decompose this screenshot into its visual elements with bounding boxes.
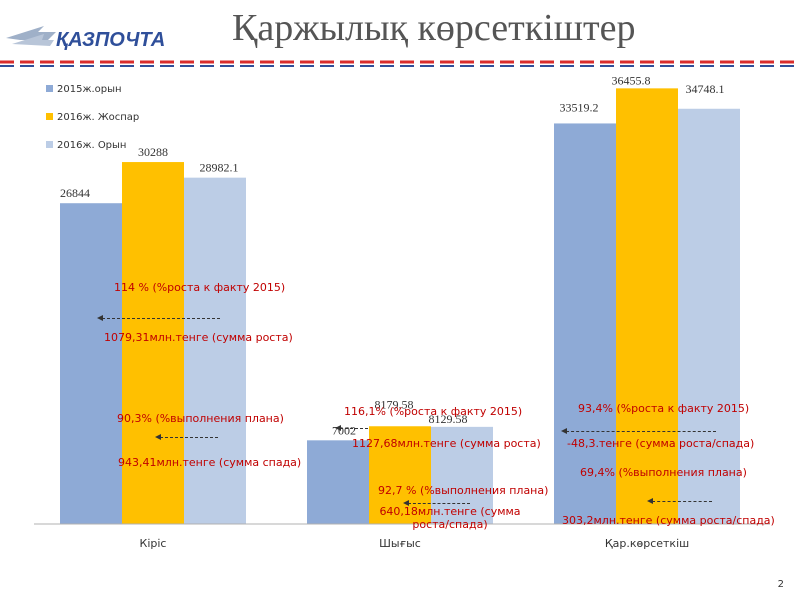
data-label-3-3: 34748.1 [686,82,725,96]
legend-swatch-1 [46,85,53,92]
annotation-income-growth-sum: 1079,31млн.тенге (сумма роста) [104,331,293,344]
legend-label-1: 2015ж.орын [57,84,122,95]
annotation-income-decline-sum: 943,41млн.тенге (сумма спада) [118,456,302,469]
bar-1-3 [554,123,616,524]
bar-2-1 [122,162,184,524]
logo-wordmark: ҚАЗПОЧТА [56,29,165,51]
annotation-expense-plan-pct: 92,7 % (%выполнения плана) [378,484,549,497]
annotation-arrow-4 [403,500,470,506]
kazpost-logo: ҚАЗПОЧТА [4,18,194,54]
data-label-2-3: 36455.8 [612,73,651,87]
bar-2-2 [369,426,431,524]
legend-swatch-2 [46,113,53,120]
legend-label-3: 2016ж. Орын [57,140,126,151]
page-title: Қаржылық көрсеткіштер [232,7,636,49]
annotation-arrow-3 [335,425,368,431]
x-tick-label-2: Шығыс [379,537,421,550]
data-label-1-3: 33519.2 [560,100,599,114]
data-label-3-2: 8129.58 [429,412,468,426]
annotation-profit-change-sum: -48,3.тенге (сумма роста/спада) [567,437,755,450]
bar-3-2 [431,426,493,524]
annotation-expense-growth-sum: 1127,68млн.тенге (сумма роста) [352,437,541,450]
annotation-expense-growth-pct: 116,1% (%роста к факту 2015) [344,405,523,418]
annotation-arrow-1 [97,315,220,321]
bars-layer [60,88,740,525]
bar-1-1 [60,203,122,524]
annotation-arrow-5 [561,428,716,434]
annotation-income-growth-pct: 114 % (%роста к факту 2015) [114,281,286,294]
data-labels-layer: 268443028828982.170028179.588129.5833519… [60,73,725,437]
annotation-profit-change-sum-2: 303,2млн.тенге (сумма роста/спада) [562,514,775,527]
annotation-expense-change-sum: 640,18млн.тенге (сумма роста/спада) [379,505,521,531]
legend: 2015ж.орын 2016ж. Жоспар 2016ж. Орын [46,84,139,151]
bar-3-3 [678,108,740,525]
bar-1-2 [307,440,369,524]
bar-3-1 [184,177,246,524]
data-label-2-2: 8179.58 [375,397,414,411]
header-stripe [0,60,798,67]
annotation-income-plan-pct: 90,3% (%выполнения плана) [117,412,284,425]
data-label-2-1: 30288 [138,145,168,159]
annotation-arrow-6 [647,498,712,504]
x-tick-labels: Кіріс Шығыс Қар.көрсеткіш [140,537,690,550]
page-number: 2 [777,579,784,590]
x-tick-label-1: Кіріс [140,537,167,550]
bar-2-3 [616,88,678,525]
legend-label-2: 2016ж. Жоспар [57,112,139,123]
kazpost-logo-mark: ҚАЗПОЧТА [6,26,165,51]
x-tick-label-3: Қар.көрсеткіш [605,537,689,550]
data-label-1-1: 26844 [60,186,90,200]
data-label-3-1: 28982.1 [200,161,239,175]
annotation-arrow-2 [155,434,218,440]
annotation-profit-plan-pct: 69,4% (%выполнения плана) [580,466,747,479]
annotation-profit-growth-pct: 93,4% (%роста к факту 2015) [578,402,750,415]
legend-swatch-3 [46,141,53,148]
